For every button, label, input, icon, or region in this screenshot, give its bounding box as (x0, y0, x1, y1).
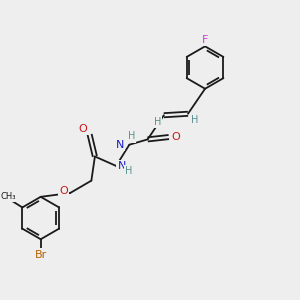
Text: F: F (202, 35, 208, 45)
Text: H: H (154, 117, 161, 127)
Text: H: H (128, 131, 135, 142)
Text: O: O (59, 186, 68, 196)
Text: H: H (191, 115, 198, 125)
Text: N: N (118, 161, 126, 171)
Text: O: O (79, 124, 88, 134)
Text: O: O (171, 132, 180, 142)
Text: N: N (116, 140, 124, 150)
Text: Br: Br (34, 250, 47, 260)
Text: CH₃: CH₃ (1, 192, 16, 201)
Text: H: H (125, 166, 132, 176)
